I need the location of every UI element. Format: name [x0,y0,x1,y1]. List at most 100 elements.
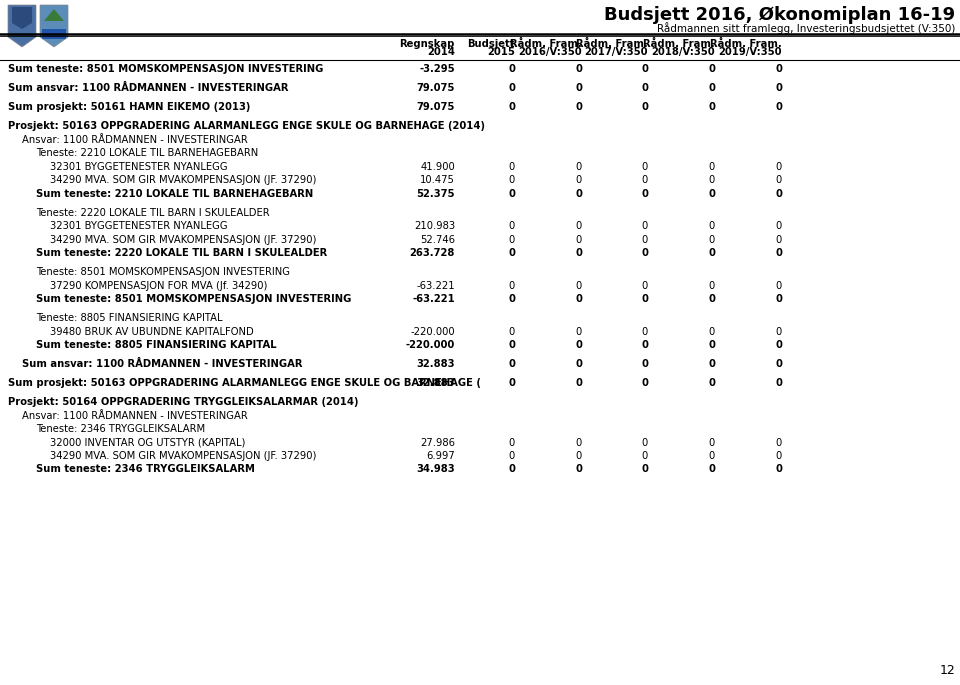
Text: 2017/V:350: 2017/V:350 [585,47,648,57]
Text: -220.000: -220.000 [410,327,455,336]
Text: Budsjett: Budsjett [468,39,515,49]
Text: 0: 0 [575,102,582,112]
Text: 32301 BYGGETENESTER NYANLEGG: 32301 BYGGETENESTER NYANLEGG [50,162,228,171]
Text: 34290 MVA. SOM GIR MVAKOMPENSASJON (JF. 37290): 34290 MVA. SOM GIR MVAKOMPENSASJON (JF. … [50,234,317,245]
Text: 0: 0 [708,464,715,475]
Text: 41.900: 41.900 [420,162,455,171]
Text: 0: 0 [575,188,582,199]
Text: 0: 0 [509,162,515,171]
Text: 0: 0 [508,102,515,112]
Text: 0: 0 [575,340,582,350]
Text: 0: 0 [575,464,582,475]
Text: 0: 0 [575,83,582,93]
Text: -3.295: -3.295 [420,64,455,74]
Text: 52.746: 52.746 [420,234,455,245]
Polygon shape [8,5,36,47]
Text: Rådm. Fram.: Rådm. Fram. [710,39,782,49]
Text: 32.883: 32.883 [417,378,455,388]
Text: 0: 0 [775,248,782,258]
Text: 0: 0 [508,248,515,258]
Text: 32000 INVENTAR OG UTSTYR (KAPITAL): 32000 INVENTAR OG UTSTYR (KAPITAL) [50,438,246,447]
Text: 39480 BRUK AV UBUNDNE KAPITALFOND: 39480 BRUK AV UBUNDNE KAPITALFOND [50,327,253,336]
Text: 0: 0 [776,221,782,231]
Text: 0: 0 [576,221,582,231]
Text: Sum teneste: 2220 LOKALE TIL BARN I SKULEALDER: Sum teneste: 2220 LOKALE TIL BARN I SKUL… [36,248,327,258]
Text: 37290 KOMPENSASJON FOR MVA (Jf. 34290): 37290 KOMPENSASJON FOR MVA (Jf. 34290) [50,280,268,290]
Text: 0: 0 [776,175,782,185]
Text: 2019/V:350: 2019/V:350 [718,47,782,57]
Text: 34290 MVA. SOM GIR MVAKOMPENSASJON (JF. 37290): 34290 MVA. SOM GIR MVAKOMPENSASJON (JF. … [50,451,317,461]
Text: 0: 0 [575,378,582,388]
Text: -63.221: -63.221 [417,280,455,290]
Text: 0: 0 [508,294,515,304]
Text: 52.375: 52.375 [417,188,455,199]
Text: 2016/V:350: 2016/V:350 [518,47,582,57]
Text: 0: 0 [575,64,582,74]
Text: 0: 0 [708,188,715,199]
Text: 0: 0 [575,294,582,304]
Text: Budsjett 2016, Økonomiplan 16-19: Budsjett 2016, Økonomiplan 16-19 [604,6,955,24]
Text: 0: 0 [775,378,782,388]
Text: 0: 0 [641,464,648,475]
Text: 0: 0 [641,175,648,185]
Text: 0: 0 [641,64,648,74]
Text: Sum prosjekt: 50161 HAMN EIKEMO (2013): Sum prosjekt: 50161 HAMN EIKEMO (2013) [8,102,251,112]
Text: 0: 0 [776,280,782,290]
Text: 0: 0 [776,234,782,245]
Text: Ansvar: 1100 RÅDMANNEN - INVESTERINGAR: Ansvar: 1100 RÅDMANNEN - INVESTERINGAR [22,410,248,421]
Text: 0: 0 [708,234,715,245]
Text: 0: 0 [708,327,715,336]
Text: 0: 0 [641,359,648,369]
Text: 0: 0 [576,280,582,290]
Text: Rådmannen sitt framlegg, Investeringsbudsjettet (V:350): Rådmannen sitt framlegg, Investeringsbud… [657,22,955,34]
Text: 0: 0 [576,162,582,171]
Text: 32301 BYGGETENESTER NYANLEGG: 32301 BYGGETENESTER NYANLEGG [50,221,228,231]
Text: 2018/V:350: 2018/V:350 [652,47,715,57]
Text: 0: 0 [641,248,648,258]
Text: Rådm. Fram.: Rådm. Fram. [643,39,715,49]
Text: 0: 0 [509,175,515,185]
Text: Sum teneste: 8805 FINANSIERING KAPITAL: Sum teneste: 8805 FINANSIERING KAPITAL [36,340,276,350]
Text: 0: 0 [508,359,515,369]
Text: 0: 0 [708,64,715,74]
Text: 0: 0 [775,464,782,475]
Text: -220.000: -220.000 [406,340,455,350]
Polygon shape [42,29,66,39]
Text: 0: 0 [708,102,715,112]
Text: 0: 0 [641,83,648,93]
Text: 0: 0 [776,438,782,447]
Text: 263.728: 263.728 [410,248,455,258]
Text: 0: 0 [708,221,715,231]
Text: 79.075: 79.075 [417,83,455,93]
Text: 0: 0 [508,464,515,475]
Text: Rådm. Fram.: Rådm. Fram. [576,39,648,49]
Polygon shape [40,5,68,47]
Text: 0: 0 [576,327,582,336]
Text: 0: 0 [708,248,715,258]
Polygon shape [44,9,64,21]
Text: Teneste: 2346 TRYGGLEIKSALARM: Teneste: 2346 TRYGGLEIKSALARM [36,424,205,434]
Text: 2014: 2014 [427,47,455,57]
Text: 10.475: 10.475 [420,175,455,185]
Text: 34290 MVA. SOM GIR MVAKOMPENSASJON (JF. 37290): 34290 MVA. SOM GIR MVAKOMPENSASJON (JF. … [50,175,317,185]
Text: 0: 0 [509,438,515,447]
Text: 0: 0 [641,327,648,336]
Text: Prosjekt: 50163 OPPGRADERING ALARMANLEGG ENGE SKULE OG BARNEHAGE (2014): Prosjekt: 50163 OPPGRADERING ALARMANLEGG… [8,121,485,131]
Text: 0: 0 [641,294,648,304]
Text: 0: 0 [776,451,782,461]
Text: 0: 0 [641,378,648,388]
Text: 0: 0 [641,234,648,245]
Text: Prosjekt: 50164 OPPGRADERING TRYGGLEIKSALARMAR (2014): Prosjekt: 50164 OPPGRADERING TRYGGLEIKSA… [8,397,358,407]
Text: 12: 12 [939,664,955,677]
Text: 34.983: 34.983 [417,464,455,475]
Text: 0: 0 [641,280,648,290]
Text: 210.983: 210.983 [414,221,455,231]
Text: Teneste: 2210 LOKALE TIL BARNEHAGEBARN: Teneste: 2210 LOKALE TIL BARNEHAGEBARN [36,148,258,158]
Text: 0: 0 [576,234,582,245]
Text: 0: 0 [641,221,648,231]
Text: 0: 0 [708,83,715,93]
Text: 0: 0 [641,162,648,171]
Text: 32.883: 32.883 [417,359,455,369]
Text: 79.075: 79.075 [417,102,455,112]
Text: -63.221: -63.221 [412,294,455,304]
